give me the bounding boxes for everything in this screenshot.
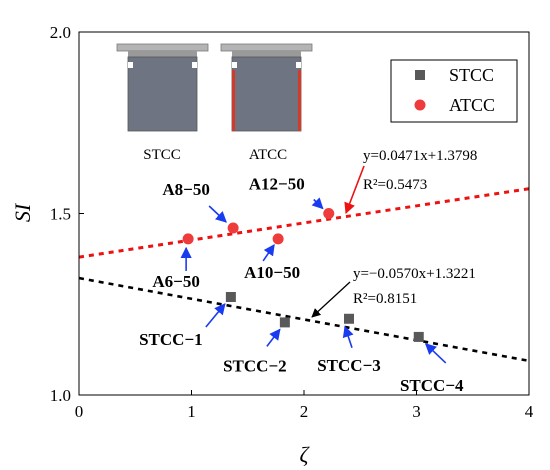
stcc-fit-r2: R²=0.8151 xyxy=(353,291,417,307)
legend-marker-atcc xyxy=(414,99,426,111)
legend: STCC ATCC xyxy=(390,59,518,123)
legend-label-stcc: STCC xyxy=(449,65,494,85)
point-label: STCC−4 xyxy=(400,376,464,395)
y-tick-label: 1.0 xyxy=(50,386,71,405)
point-label-arrow xyxy=(424,343,447,364)
atcc-point xyxy=(272,233,284,245)
stcc-point xyxy=(279,317,290,328)
point-label: A12−50 xyxy=(249,175,305,194)
points-layer xyxy=(182,208,424,342)
stcc-fit-arrow xyxy=(311,281,351,318)
y-axis-title: SI xyxy=(10,202,35,222)
stcc-point xyxy=(413,331,424,342)
point-label: STCC−2 xyxy=(223,356,287,375)
y-tick-label: 1.5 xyxy=(50,205,71,224)
point-label: A6−50 xyxy=(152,272,199,291)
x-tick-label: 0 xyxy=(75,402,84,421)
annotations-layer: STCC−1 STCC−2 STCC−3 STCC−4 A6−50 A8−50 A10−50… xyxy=(139,175,464,395)
point-label: STCC−1 xyxy=(139,330,203,349)
point-label: A8−50 xyxy=(162,180,209,199)
stcc-point xyxy=(344,313,354,324)
atcc-point xyxy=(182,233,194,245)
x-axis: 0 1 2 3 4 xyxy=(75,390,534,421)
x-tick-label: 1 xyxy=(187,402,196,421)
inset-label-atcc: ATCC xyxy=(249,147,287,163)
point-label-arrow xyxy=(311,197,324,210)
point-label-arrow xyxy=(208,205,227,223)
stcc-fit-line xyxy=(79,276,529,363)
y-tick-label: 2.0 xyxy=(50,23,71,42)
point-label: A10−50 xyxy=(244,263,300,282)
point-label-arrow xyxy=(205,303,226,328)
atcc-point xyxy=(323,208,335,219)
atcc-point xyxy=(227,222,239,234)
stcc-specimen-sketch xyxy=(116,43,209,132)
inset-label-stcc: STCC xyxy=(143,147,181,163)
point-label: STCC−3 xyxy=(317,356,381,375)
atcc-fit-line xyxy=(79,187,529,259)
atcc-specimen-sketch xyxy=(220,43,313,132)
stcc-point xyxy=(225,291,236,302)
inset-specimens: STCC ATCC xyxy=(116,43,313,163)
y-axis: 1.0 1.5 2.0 xyxy=(50,23,84,405)
x-tick-label: 2 xyxy=(300,402,309,421)
fit-lines xyxy=(79,187,529,363)
x-tick-label: 3 xyxy=(412,402,421,421)
atcc-fit-equation: y=0.0471x+1.3798 xyxy=(363,148,477,164)
legend-label-atcc: ATCC xyxy=(449,95,495,115)
stcc-fit-equation: y=−0.0570x+1.3221 xyxy=(353,266,476,282)
point-label-arrow xyxy=(262,243,275,262)
point-label-arrow xyxy=(266,328,281,347)
x-tick-label: 4 xyxy=(525,402,534,421)
atcc-fit-arrow xyxy=(344,165,365,215)
x-axis-title: ζ xyxy=(300,442,311,467)
atcc-fit-r2: R²=0.5473 xyxy=(363,177,427,193)
legend-box xyxy=(390,59,518,123)
legend-marker-stcc xyxy=(415,70,425,80)
point-label-arrow xyxy=(342,325,354,349)
